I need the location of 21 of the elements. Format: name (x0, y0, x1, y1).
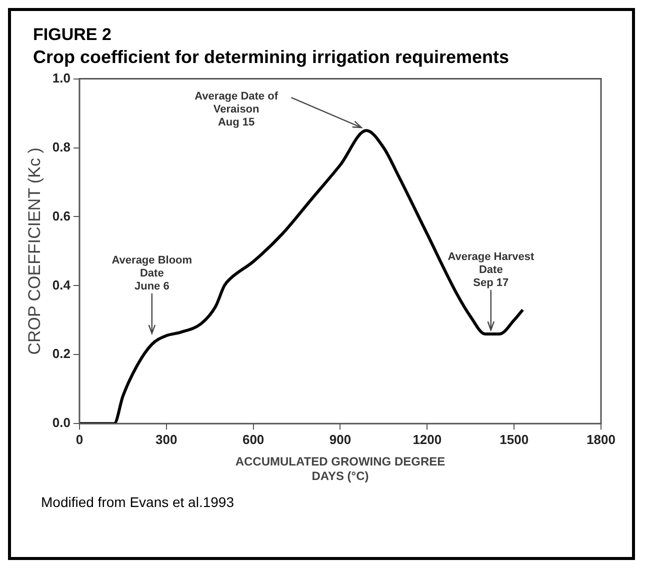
x-axis-title: ACCUMULATED GROWING DEGREE DAYS (°C) (235, 454, 446, 484)
annotation: Average Harvest Date Sep 17 (448, 250, 534, 289)
y-tick-label: 0.6 (52, 208, 70, 224)
x-tick-label: 0 (76, 432, 84, 447)
chart-title: FIGURE 2 (33, 25, 112, 45)
x-tick-label: 900 (329, 432, 352, 447)
x-tick-label: 1500 (500, 432, 529, 447)
y-tick-label: 0.4 (52, 277, 72, 292)
chart-subtitle: Crop coefficient for determining irrigation requirements (33, 47, 510, 68)
x-tick-label: 600 (242, 432, 264, 447)
annotation: Average Bloom Date June 6 (112, 254, 192, 292)
text: Modified from Evans et al.1993 (41, 494, 235, 510)
x-tick-label: 1200 (412, 432, 442, 447)
y-tick-label: 0.2 (52, 346, 70, 362)
x-tick-label: 1800 (586, 432, 616, 447)
y-axis-title: CROP COEFFICIENT (Kc ) (24, 148, 44, 355)
y-tick-label: 1.0 (52, 70, 70, 86)
y-tick-label: 0.0 (52, 415, 70, 430)
x-tick-label: 300 (156, 432, 178, 447)
annotation: Average Date of Veraison Aug 15 (194, 90, 278, 129)
y-tick-label: 0.8 (52, 139, 70, 154)
